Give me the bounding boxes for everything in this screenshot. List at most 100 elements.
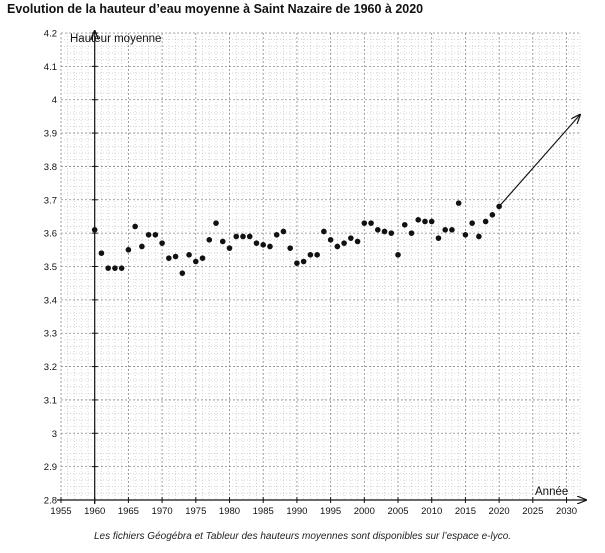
data-point (166, 255, 172, 261)
axes (57, 31, 586, 504)
x-tick-label: 2005 (387, 506, 408, 517)
data-point (354, 238, 361, 245)
y-tick-label: 3 (52, 429, 57, 440)
data-point (226, 245, 233, 251)
x-tick-label: 2000 (354, 506, 375, 517)
y-tick-label: 2.9 (44, 462, 57, 473)
y-axis-label: Hauteur moyenne (70, 33, 161, 45)
y-tick-label: 3.3 (44, 329, 57, 340)
y-tick-label: 3.7 (44, 195, 57, 206)
y-tick-label: 3.9 (44, 129, 57, 140)
data-point (132, 223, 138, 230)
data-point (361, 220, 368, 226)
data-point (152, 232, 159, 238)
y-tick-label: 4 (52, 95, 57, 106)
x-tick-label: 1975 (185, 506, 206, 517)
data-point (186, 252, 192, 258)
data-point (246, 233, 253, 240)
trend-arrow (498, 115, 580, 207)
data-point (368, 220, 374, 226)
y-tick-label: 4.2 (44, 29, 57, 40)
chart-title: Evolution de la hauteur d’eau moyenne à … (7, 2, 424, 16)
data-point (435, 235, 442, 241)
x-tick-label: 1955 (50, 506, 71, 517)
data-point (321, 228, 327, 235)
y-tick-label: 2.8 (44, 496, 57, 507)
data-point (395, 252, 401, 258)
data-point (267, 243, 273, 250)
data-point (374, 227, 381, 233)
data-point (341, 240, 347, 246)
x-tick-label: 2020 (489, 506, 510, 517)
data-point (213, 220, 219, 226)
data-point (206, 237, 213, 243)
data-point (307, 252, 314, 258)
data-point (240, 233, 246, 240)
grid (60, 32, 581, 501)
data-point (476, 233, 482, 240)
y-tick-label: 3.4 (44, 295, 57, 306)
data-point (199, 255, 206, 261)
data-point (482, 218, 489, 225)
data-point (314, 252, 320, 258)
data-point (118, 265, 125, 271)
tick-labels: 1955 1960 1965 1970 1975 1980 1985 1990 1995 2000… (44, 29, 577, 518)
data-point (449, 227, 455, 233)
data-point (455, 200, 462, 206)
data-point (294, 260, 300, 266)
x-tick-label: 1985 (253, 506, 274, 517)
data-point (489, 211, 496, 218)
data-point (408, 230, 415, 236)
data-point (105, 265, 111, 271)
data-point (125, 247, 132, 253)
data-point (179, 270, 186, 276)
data-point (260, 242, 267, 248)
y-tick-label: 3.1 (44, 395, 57, 406)
caption: Les fichiers Géogébra et Tableur des hau… (93, 531, 512, 542)
y-tick-label: 3.2 (44, 362, 57, 373)
x-tick-label: 1980 (219, 506, 240, 517)
axis-labels: Hauteur moyenne Année (70, 33, 568, 498)
y-tick-label: 3.8 (44, 162, 57, 173)
data-point (300, 258, 307, 265)
data-point (415, 217, 422, 223)
data-point (139, 243, 145, 250)
trend-arrow-layer (498, 115, 580, 207)
x-tick-label: 2010 (421, 506, 442, 517)
y-tick-label: 3.6 (44, 229, 57, 240)
data-point (442, 227, 448, 233)
data-point (469, 220, 475, 226)
x-tick-label: 1990 (286, 506, 307, 517)
data-point (253, 240, 260, 246)
data-point (273, 232, 280, 238)
x-tick-label: 1965 (118, 506, 139, 517)
data-point (462, 232, 469, 238)
data-point (422, 218, 428, 225)
x-tick-label: 1960 (84, 506, 105, 517)
x-tick-label: 2015 (455, 506, 476, 517)
data-point (112, 265, 118, 271)
data-point (233, 233, 240, 240)
data-point (327, 237, 334, 243)
data-points (91, 200, 502, 276)
data-point (193, 258, 199, 265)
x-tick-label: 1995 (320, 506, 341, 517)
data-point (428, 218, 435, 225)
data-point (91, 227, 98, 233)
data-point (145, 232, 152, 238)
data-point (98, 250, 105, 256)
data-point (348, 235, 354, 241)
data-point (219, 238, 226, 245)
data-point (334, 243, 341, 250)
x-tick-label: 2030 (556, 506, 577, 517)
data-point (159, 240, 165, 246)
data-point (401, 222, 408, 228)
data-point (280, 228, 287, 235)
x-axis-label: Année (535, 486, 568, 498)
data-point (381, 228, 388, 235)
y-tick-label: 3.5 (44, 262, 57, 273)
data-point (388, 230, 395, 236)
x-tick-label: 1970 (152, 506, 173, 517)
data-point (287, 245, 293, 251)
